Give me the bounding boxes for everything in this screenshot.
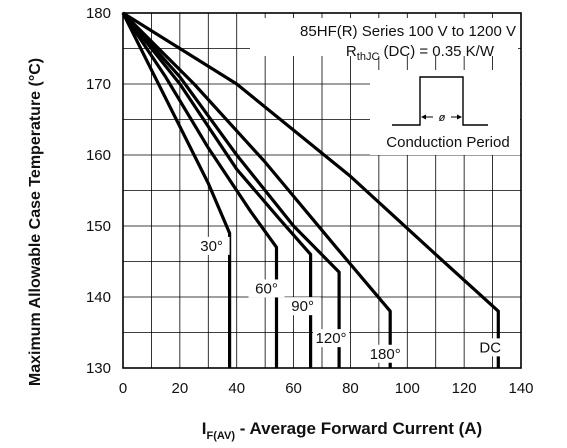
plot-frame bbox=[122, 12, 522, 369]
series-label: 60° bbox=[255, 280, 278, 297]
series-line bbox=[121, 11, 341, 368]
series-line bbox=[121, 12, 232, 368]
y-tick-label: 160 bbox=[86, 147, 111, 164]
series-label-bg bbox=[313, 329, 350, 348]
series-line bbox=[121, 11, 313, 368]
series-line bbox=[122, 11, 500, 368]
conduction-pulse-icon bbox=[392, 76, 488, 126]
series-line bbox=[121, 12, 279, 368]
x-label-main: I bbox=[202, 419, 207, 438]
x-tick-label: 120 bbox=[452, 380, 477, 397]
x-tick-label: 0 bbox=[119, 380, 127, 397]
y-tick-label: 140 bbox=[86, 289, 111, 306]
series-label-bg bbox=[472, 338, 509, 357]
series-line bbox=[121, 11, 392, 368]
x-tick-label: 80 bbox=[342, 380, 359, 397]
annotation-bg bbox=[250, 18, 518, 56]
x-tick-label: 60 bbox=[285, 380, 302, 397]
series-label-bg bbox=[284, 297, 321, 316]
rth-rest: (DC) = 0.35 K/W bbox=[379, 43, 494, 60]
x-tick-label: 20 bbox=[172, 380, 189, 397]
series-labels: 30° 60° 90°120° 180° DC bbox=[193, 236, 509, 363]
y-tick-label: 180 bbox=[86, 5, 111, 22]
inset-symbol: ø bbox=[439, 112, 446, 124]
series-label-bg bbox=[248, 279, 285, 298]
annotation-rth: RthJC (DC) = 0.35 K/W bbox=[346, 43, 495, 63]
series-label: 90° bbox=[291, 298, 314, 315]
y-tick-label: 150 bbox=[86, 218, 111, 235]
arrowhead-left-icon bbox=[421, 114, 426, 120]
grid-lines bbox=[123, 13, 521, 368]
x-label-sub: F(AV) bbox=[207, 430, 236, 442]
series-label-bg bbox=[367, 344, 404, 363]
x-tick-label: 140 bbox=[508, 380, 533, 397]
inset-label-bg bbox=[368, 131, 520, 151]
x-tick-label: 100 bbox=[395, 380, 420, 397]
y-tick-label: 170 bbox=[86, 76, 111, 93]
arrowhead-right-icon bbox=[457, 114, 462, 120]
y-axis-label: Maximum Allowable Case Temperature (°C) bbox=[27, 58, 44, 386]
curves bbox=[121, 11, 500, 368]
x-label-rest: - Average Forward Current (A) bbox=[235, 419, 482, 438]
x-tick-label: 40 bbox=[228, 380, 245, 397]
series-label: 180° bbox=[370, 346, 401, 363]
y-tick-label: 130 bbox=[86, 360, 111, 377]
tick-labels: 0 20 40 60 80 100 120 140 130 140 150 160 170 180 bbox=[86, 5, 534, 397]
inset-label: Conduction Period bbox=[386, 134, 509, 151]
series-label-bg bbox=[193, 236, 230, 255]
series-label: DC bbox=[479, 339, 501, 356]
rth-main: R bbox=[346, 43, 357, 60]
x-axis-label: IF(AV) - Average Forward Current (A) bbox=[202, 419, 482, 442]
series-label: 120° bbox=[316, 330, 347, 347]
rth-sub: thJC bbox=[357, 51, 380, 63]
annotation-title: 85HF(R) Series 100 V to 1200 V bbox=[300, 23, 516, 40]
series-label: 30° bbox=[200, 238, 223, 255]
